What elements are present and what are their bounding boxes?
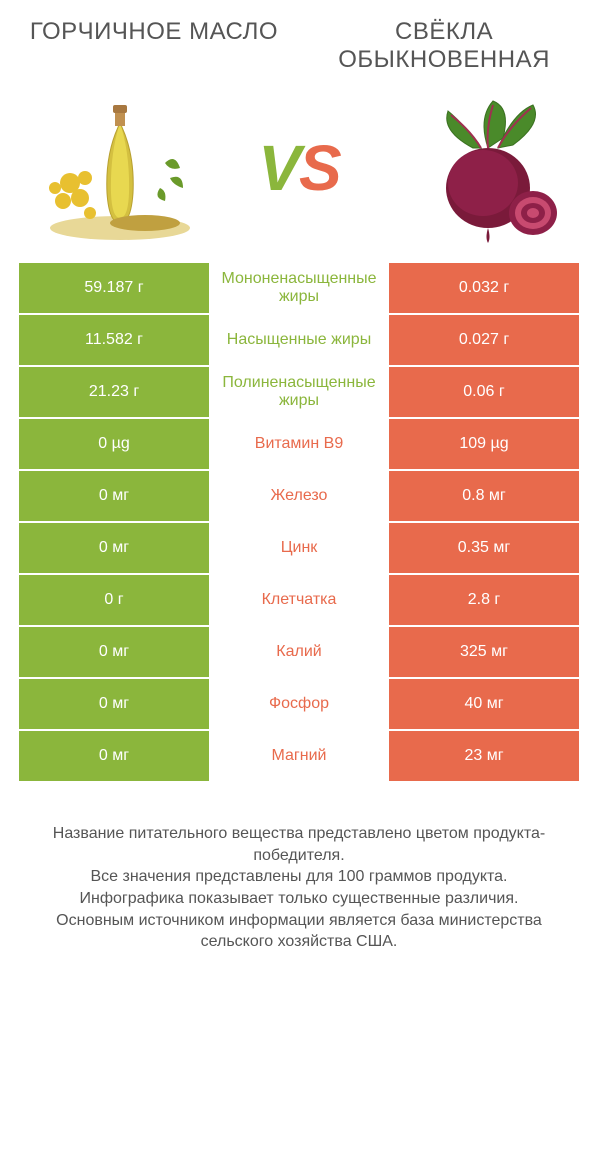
right-value-cell: 2.8 г [389, 575, 579, 625]
nutrient-label: Железо [209, 471, 389, 521]
table-row: 0 мгЖелезо0.8 мг [19, 471, 579, 523]
table-row: 0 мгФосфор40 мг [19, 679, 579, 731]
table-row: 0 гКлетчатка2.8 г [19, 575, 579, 627]
left-value-cell: 11.582 г [19, 315, 209, 365]
footer-line-3: Инфографика показывает только существенн… [20, 888, 578, 910]
right-value-cell: 0.35 мг [389, 523, 579, 573]
nutrient-label: Фосфор [209, 679, 389, 729]
left-value-cell: 0 мг [19, 471, 209, 521]
nutrient-label: Калий [209, 627, 389, 677]
table-row: 21.23 гПолиненасыщенные жиры0.06 г [19, 367, 579, 419]
footer-line-2: Все значения представлены для 100 граммо… [20, 866, 578, 888]
table-row: 0 µgВитамин B9109 µg [19, 419, 579, 471]
left-value-cell: 0 г [19, 575, 209, 625]
nutrient-label: Насыщенные жиры [209, 315, 389, 365]
infographic-container: ГОРЧИЧНОЕ МАСЛО СВЁКЛА ОБЫКНОВЕННАЯ [0, 0, 598, 993]
nutrient-label: Витамин B9 [209, 419, 389, 469]
right-product-title: СВЁКЛА ОБЫКНОВЕННАЯ [310, 18, 578, 73]
right-value-cell: 0.027 г [389, 315, 579, 365]
vs-v: V [258, 132, 299, 204]
left-product-image [30, 93, 210, 243]
right-product-image [388, 93, 568, 243]
table-row: 0 мгМагний23 мг [19, 731, 579, 783]
mustard-oil-icon [35, 93, 205, 243]
table-row: 0 мгЦинк0.35 мг [19, 523, 579, 575]
right-value-cell: 325 мг [389, 627, 579, 677]
left-value-cell: 21.23 г [19, 367, 209, 417]
right-value-cell: 0.8 мг [389, 471, 579, 521]
left-value-cell: 0 мг [19, 627, 209, 677]
nutrient-label: Мононенасыщенные жиры [209, 263, 389, 313]
left-value-cell: 0 µg [19, 419, 209, 469]
left-value-cell: 0 мг [19, 679, 209, 729]
nutrient-label: Магний [209, 731, 389, 781]
vs-label: VS [258, 131, 339, 205]
right-value-cell: 0.032 г [389, 263, 579, 313]
left-value-cell: 59.187 г [19, 263, 209, 313]
right-value-cell: 0.06 г [389, 367, 579, 417]
left-value-cell: 0 мг [19, 731, 209, 781]
left-product-title: ГОРЧИЧНОЕ МАСЛО [20, 18, 288, 73]
footer-notes: Название питательного вещества представл… [0, 783, 598, 993]
right-value-cell: 109 µg [389, 419, 579, 469]
nutrient-label: Полиненасыщенные жиры [209, 367, 389, 417]
right-value-cell: 40 мг [389, 679, 579, 729]
nutrient-table: 59.187 гМононенасыщенные жиры0.032 г11.5… [19, 263, 579, 783]
right-value-cell: 23 мг [389, 731, 579, 781]
beetroot-icon [393, 93, 563, 243]
nutrient-label: Клетчатка [209, 575, 389, 625]
table-row: 0 мгКалий325 мг [19, 627, 579, 679]
table-row: 11.582 гНасыщенные жиры0.027 г [19, 315, 579, 367]
footer-line-1: Название питательного вещества представл… [20, 823, 578, 866]
vs-s: S [299, 132, 340, 204]
left-value-cell: 0 мг [19, 523, 209, 573]
vs-row: VS [0, 83, 598, 263]
footer-line-4: Основным источником информации является … [20, 910, 578, 953]
nutrient-label: Цинк [209, 523, 389, 573]
table-row: 59.187 гМононенасыщенные жиры0.032 г [19, 263, 579, 315]
header: ГОРЧИЧНОЕ МАСЛО СВЁКЛА ОБЫКНОВЕННАЯ [0, 0, 598, 83]
